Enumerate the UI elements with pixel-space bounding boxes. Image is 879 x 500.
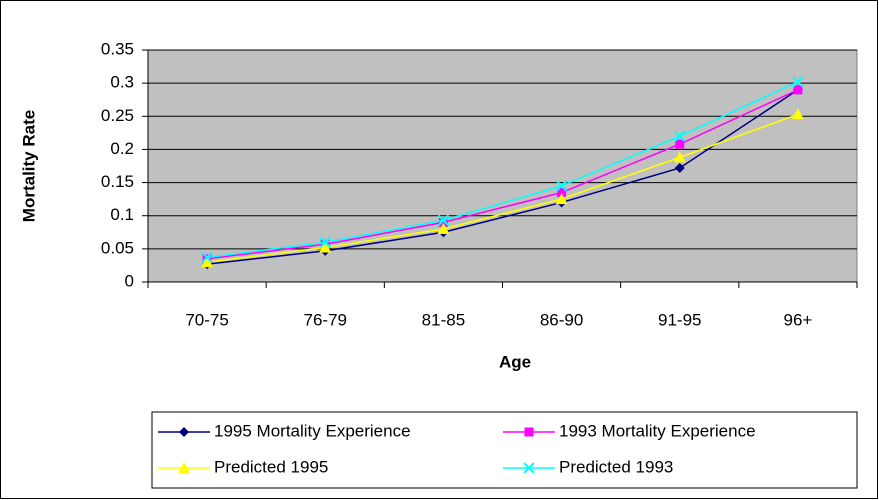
legend-label: 1995 Mortality Experience bbox=[214, 421, 411, 440]
x-tick-label: 86-90 bbox=[540, 310, 583, 329]
marker bbox=[201, 251, 213, 264]
plot-area bbox=[147, 49, 858, 283]
legend-label: Predicted 1995 bbox=[214, 457, 328, 476]
x-tick-label: 76-79 bbox=[304, 310, 347, 329]
marker bbox=[673, 151, 686, 163]
y-tick-label: 0.1 bbox=[110, 205, 134, 224]
x-tick-label: 70-75 bbox=[185, 310, 228, 329]
marker bbox=[791, 108, 804, 120]
y-tick-label: 0.35 bbox=[101, 39, 134, 58]
y-tick-label: 0.25 bbox=[101, 106, 134, 125]
marker bbox=[674, 162, 685, 173]
marker bbox=[557, 188, 567, 198]
marker bbox=[555, 180, 568, 192]
y-tick-label: 0.05 bbox=[101, 238, 134, 257]
marker bbox=[555, 193, 568, 205]
marker bbox=[793, 85, 803, 95]
legend-label: Predicted 1993 bbox=[559, 457, 673, 476]
marker bbox=[319, 236, 331, 248]
marker bbox=[179, 427, 189, 437]
y-tick-label: 0.15 bbox=[101, 172, 134, 191]
marker bbox=[437, 214, 450, 227]
series-line bbox=[206, 89, 799, 265]
marker bbox=[523, 462, 535, 474]
legend-box bbox=[151, 411, 858, 489]
y-tick-label: 0.2 bbox=[110, 139, 134, 158]
y-tick-label: 0 bbox=[125, 271, 134, 290]
series-line bbox=[206, 113, 799, 263]
x-tick-label: 96+ bbox=[783, 310, 812, 329]
marker bbox=[675, 139, 685, 149]
marker bbox=[524, 427, 534, 437]
marker bbox=[674, 130, 686, 142]
marker bbox=[437, 222, 450, 234]
series-line bbox=[206, 89, 799, 260]
y-axis-label: Mortality Rate bbox=[19, 110, 38, 222]
legend-label: 1993 Mortality Experience bbox=[559, 421, 756, 440]
marker bbox=[201, 256, 214, 268]
marker bbox=[792, 76, 804, 88]
x-tick-label: 81-85 bbox=[422, 310, 465, 329]
marker bbox=[438, 217, 448, 227]
marker bbox=[319, 241, 332, 253]
x-tick-label: 91-95 bbox=[658, 310, 701, 329]
x-axis-label: Age bbox=[499, 352, 531, 371]
marker bbox=[178, 462, 190, 473]
y-tick-label: 0.3 bbox=[110, 73, 134, 92]
series-line bbox=[206, 81, 799, 259]
